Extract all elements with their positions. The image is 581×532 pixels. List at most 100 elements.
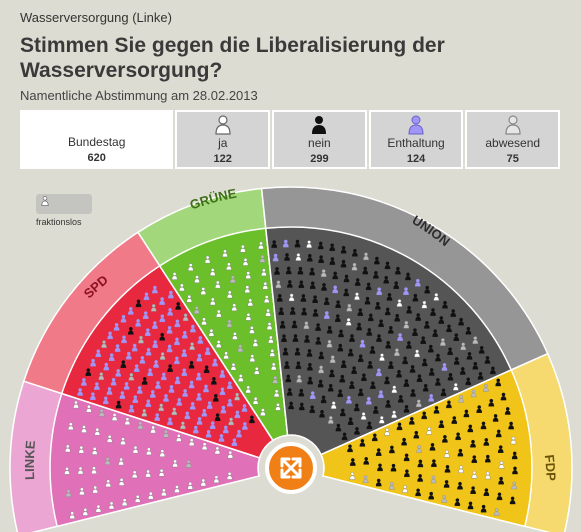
seat-icon[interactable] [424,320,430,329]
seat-icon[interactable] [484,356,491,364]
seat-icon[interactable] [362,266,369,275]
seat-icon[interactable] [415,488,421,497]
seat-icon[interactable] [338,329,344,338]
seat-icon[interactable] [132,395,139,403]
seat-icon[interactable] [209,268,216,276]
seat-icon[interactable] [123,381,130,390]
seat-icon[interactable] [402,356,408,365]
seat-icon[interactable] [141,377,148,385]
seat-icon[interactable] [152,285,158,294]
seat-icon[interactable] [234,392,240,401]
seat-icon[interactable] [184,411,191,420]
seat-icon[interactable] [174,376,181,385]
seat-icon[interactable] [337,389,344,397]
seat-icon[interactable] [360,412,367,420]
seat-icon[interactable] [412,293,419,302]
seat-icon[interactable] [334,314,341,322]
seat-icon[interactable] [270,362,277,371]
seat-icon[interactable] [335,300,341,308]
seat-icon[interactable] [65,489,72,497]
seat-icon[interactable] [237,344,244,352]
seat-icon[interactable] [174,485,180,493]
seat-icon[interactable] [214,413,221,421]
seat-icon[interactable] [459,367,466,375]
seat-icon[interactable] [181,368,188,376]
seat-icon[interactable] [160,372,167,381]
seat-icon[interactable] [232,332,238,340]
seat-icon[interactable] [195,372,202,381]
seat-icon[interactable] [253,366,260,375]
seat-icon[interactable] [159,352,166,360]
seat-icon[interactable] [422,383,429,392]
seat-icon[interactable] [408,416,415,425]
seat-icon[interactable] [226,319,233,328]
seat-icon[interactable] [268,335,274,344]
seat-icon[interactable] [307,362,313,371]
seat-icon[interactable] [81,425,87,433]
seat-icon[interactable] [244,285,251,293]
seat-icon[interactable] [236,429,242,438]
seat-icon[interactable] [315,323,321,331]
seat-icon[interactable] [430,308,436,316]
seat-icon[interactable] [219,370,226,378]
seat-icon[interactable] [214,280,221,289]
seat-icon[interactable] [161,488,167,497]
seat-icon[interactable] [272,375,279,384]
seat-icon[interactable] [152,340,159,348]
seat-icon[interactable] [95,504,102,513]
seat-icon[interactable] [366,421,373,430]
seat-icon[interactable] [127,326,134,335]
seat-icon[interactable] [444,464,451,473]
seat-icon[interactable] [383,275,390,284]
seat-icon[interactable] [424,285,431,294]
seat-icon[interactable] [367,313,374,322]
seat-icon[interactable] [110,377,117,386]
seat-icon[interactable] [351,262,358,271]
seat-icon[interactable] [211,376,217,385]
seat-icon[interactable] [356,322,362,331]
seat-icon[interactable] [416,445,423,453]
seat-icon[interactable] [206,401,213,409]
seat-icon[interactable] [421,358,428,367]
seat-icon[interactable] [376,334,382,342]
seat-icon[interactable] [120,437,126,445]
seat-icon[interactable] [190,324,196,333]
seat-icon[interactable] [379,353,385,361]
seat-icon[interactable] [92,485,99,494]
seat-icon[interactable] [332,271,339,280]
seat-icon[interactable] [212,358,218,367]
seat-icon[interactable] [187,481,194,490]
seat-icon[interactable] [91,447,98,455]
seat-icon[interactable] [340,259,347,268]
seat-icon[interactable] [269,349,276,357]
seat-icon[interactable] [463,409,470,418]
seat-icon[interactable] [391,385,398,394]
seat-icon[interactable] [192,425,199,434]
seat-icon[interactable] [226,262,232,271]
seat-icon[interactable] [414,349,420,358]
seat-icon[interactable] [357,388,364,397]
summary-ja[interactable]: ja 122 [175,110,271,169]
seat-icon[interactable] [106,387,113,395]
seat-icon[interactable] [288,401,294,410]
seat-icon[interactable] [483,384,489,392]
seat-icon[interactable] [375,448,382,456]
seat-icon[interactable] [245,271,252,279]
seat-icon[interactable] [511,451,518,460]
seat-icon[interactable] [319,409,325,418]
seat-icon[interactable] [476,405,483,413]
seat-icon[interactable] [241,404,248,412]
seat-icon[interactable] [85,368,92,376]
seat-icon[interactable] [446,324,452,333]
seat-icon[interactable] [454,498,461,506]
seat-icon[interactable] [426,426,433,435]
seat-icon[interactable] [373,270,379,279]
seat-icon[interactable] [142,311,149,319]
seat-icon[interactable] [95,349,102,357]
seat-icon[interactable] [403,404,410,413]
seat-icon[interactable] [415,399,422,408]
seat-icon[interactable] [274,267,280,275]
seat-icon[interactable] [508,421,514,430]
seat-icon[interactable] [208,328,215,337]
seat-icon[interactable] [429,442,436,451]
